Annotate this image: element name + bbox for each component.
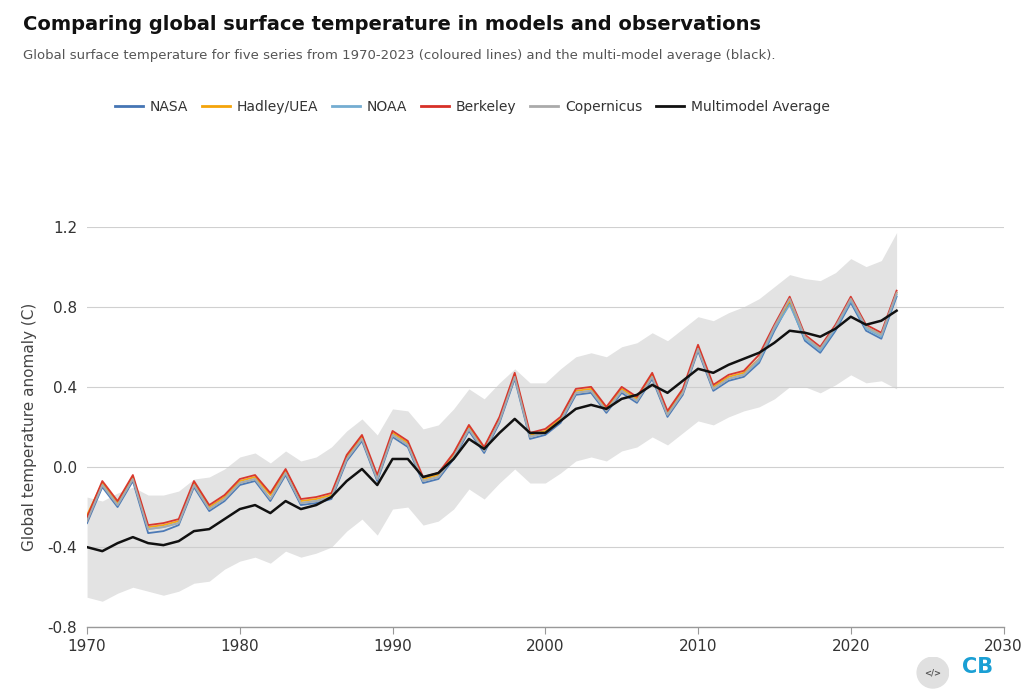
Text: Global surface temperature for five series from 1970-2023 (coloured lines) and t: Global surface temperature for five seri… xyxy=(23,49,775,62)
Legend: NASA, Hadley/UEA, NOAA, Berkeley, Copernicus, Multimodel Average: NASA, Hadley/UEA, NOAA, Berkeley, Copern… xyxy=(110,94,836,119)
Text: </>: </> xyxy=(925,668,941,677)
Y-axis label: Global temperature anomaly (C): Global temperature anomaly (C) xyxy=(22,302,37,551)
Text: CB: CB xyxy=(963,657,993,677)
Text: Comparing global surface temperature in models and observations: Comparing global surface temperature in … xyxy=(23,15,761,34)
Circle shape xyxy=(918,657,948,688)
